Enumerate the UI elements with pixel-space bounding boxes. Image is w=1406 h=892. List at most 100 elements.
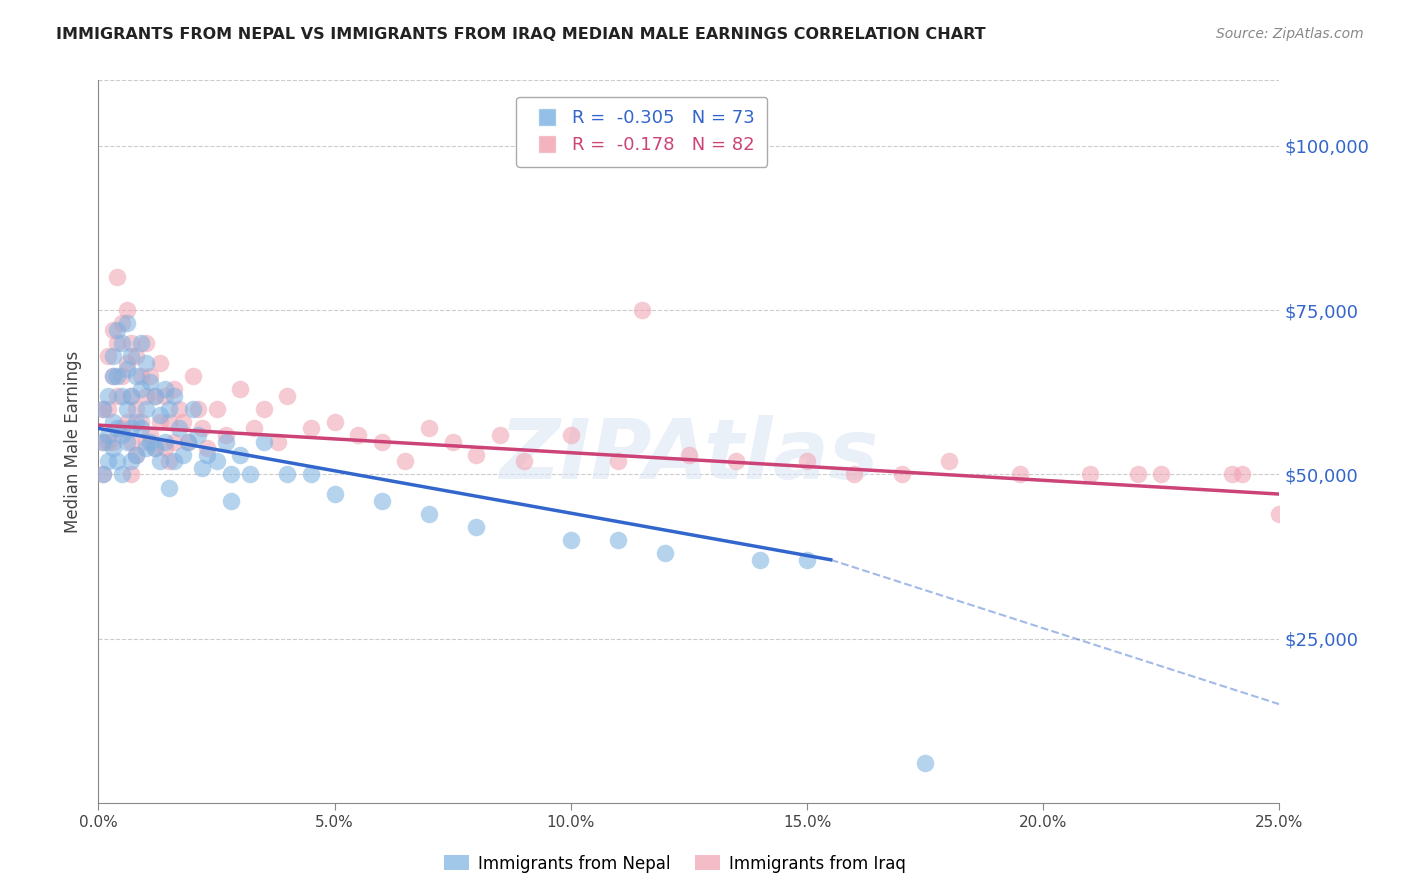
Point [191, 421, 214, 435]
Point [276, 467, 298, 482]
Point [101, 415, 124, 429]
Point [101, 441, 124, 455]
Point [139, 428, 162, 442]
Point [253, 401, 276, 416]
Point [105, 388, 128, 402]
Point [191, 460, 214, 475]
Point [105, 454, 128, 468]
Point [654, 546, 676, 560]
Point [394, 454, 416, 468]
Point [181, 368, 204, 383]
Point [215, 428, 238, 442]
Point [101, 323, 124, 337]
Point [267, 434, 290, 449]
Point [153, 388, 176, 402]
Point [163, 454, 186, 468]
Point [323, 487, 346, 501]
Point [215, 434, 238, 449]
Point [607, 454, 630, 468]
Point [153, 441, 176, 455]
Point [157, 415, 180, 429]
Point [115, 362, 138, 376]
Point [129, 368, 152, 383]
Point [121, 434, 143, 449]
Point [101, 368, 124, 383]
Point [796, 454, 818, 468]
Point [219, 467, 242, 482]
Point [239, 467, 262, 482]
Point [121, 336, 143, 351]
Point [105, 323, 128, 337]
Point [187, 428, 209, 442]
Point [187, 401, 209, 416]
Point [97, 388, 120, 402]
Point [91, 467, 114, 482]
Point [489, 428, 512, 442]
Point [229, 448, 252, 462]
Point [101, 368, 124, 383]
Point [91, 401, 114, 416]
Point [1080, 467, 1102, 482]
Point [97, 434, 120, 449]
Point [1230, 467, 1253, 482]
Point [299, 421, 322, 435]
Point [91, 434, 114, 449]
Point [105, 270, 128, 285]
Point [143, 441, 166, 455]
Point [111, 316, 134, 330]
Point [101, 349, 124, 363]
Point [512, 454, 534, 468]
Point [163, 434, 186, 449]
Y-axis label: Median Male Earnings: Median Male Earnings [65, 351, 83, 533]
Point [323, 415, 346, 429]
Point [129, 382, 152, 396]
Point [135, 434, 157, 449]
Legend: R =  -0.305   N = 73, R =  -0.178   N = 82: R = -0.305 N = 73, R = -0.178 N = 82 [516, 96, 768, 167]
Point [725, 454, 748, 468]
Point [418, 421, 440, 435]
Point [1150, 467, 1173, 482]
Point [347, 428, 370, 442]
Point [139, 376, 162, 390]
Point [111, 428, 134, 442]
Point [125, 401, 148, 416]
Point [105, 421, 128, 435]
Point [115, 434, 138, 449]
Point [560, 428, 582, 442]
Point [121, 349, 143, 363]
Point [1126, 467, 1149, 482]
Point [607, 533, 630, 547]
Point [1268, 507, 1291, 521]
Point [143, 388, 166, 402]
Point [796, 553, 818, 567]
Point [97, 401, 120, 416]
Point [157, 481, 180, 495]
Point [125, 448, 148, 462]
Point [121, 388, 143, 402]
Point [115, 303, 138, 318]
Point [139, 434, 162, 449]
Point [167, 421, 190, 435]
Point [149, 409, 172, 423]
Point [844, 467, 866, 482]
Point [97, 349, 120, 363]
Point [91, 467, 114, 482]
Point [205, 454, 228, 468]
Point [121, 421, 143, 435]
Point [172, 448, 194, 462]
Point [143, 388, 166, 402]
Point [111, 368, 134, 383]
Point [177, 434, 200, 449]
Point [129, 336, 152, 351]
Point [111, 421, 134, 435]
Point [121, 388, 143, 402]
Point [105, 368, 128, 383]
Point [177, 434, 200, 449]
Point [143, 441, 166, 455]
Point [157, 454, 180, 468]
Point [97, 454, 120, 468]
Point [121, 454, 143, 468]
Point [139, 368, 162, 383]
Point [560, 533, 582, 547]
Point [91, 401, 114, 416]
